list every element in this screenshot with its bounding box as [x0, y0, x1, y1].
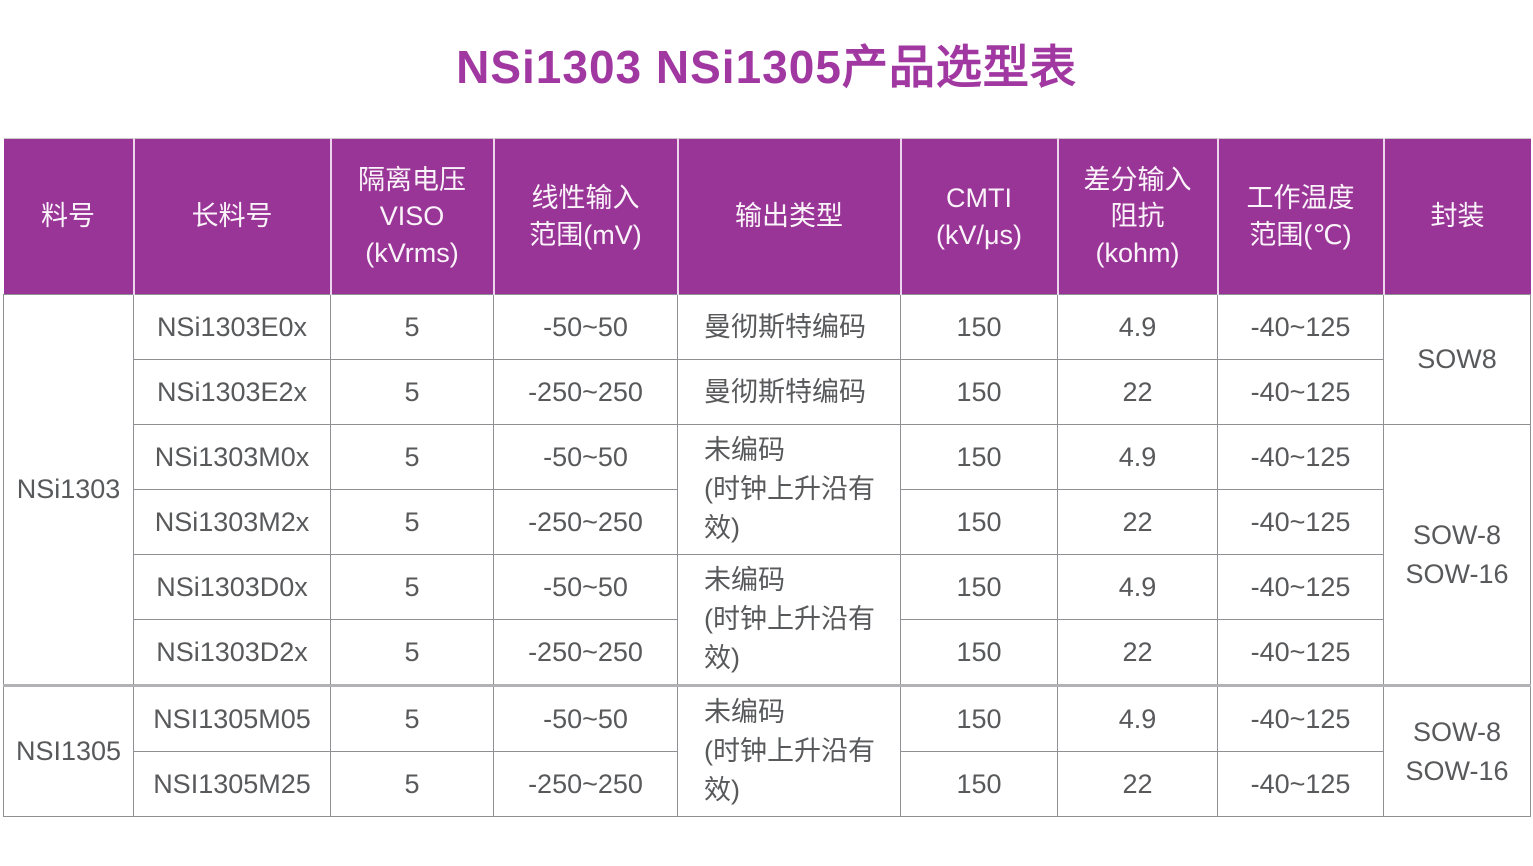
- cell-impedance: 22: [1057, 619, 1218, 687]
- cell-package-sow8-sow16: SOW-8 SOW-16: [1383, 684, 1531, 818]
- header-row: 料号 长料号 隔离电压 VISO (kVrms) 线性输入 范围(mV) 输出类…: [3, 138, 1531, 295]
- cell-viso: 5: [330, 489, 494, 556]
- cell-cmti: 150: [900, 294, 1058, 361]
- cell-viso: 5: [330, 619, 494, 687]
- product-selection-table: 料号 长料号 隔离电压 VISO (kVrms) 线性输入 范围(mV) 输出类…: [3, 138, 1531, 818]
- table-row: NSi1303M2x 5 -250~250 150 22 -40~125: [4, 489, 1531, 556]
- cell-viso: 5: [330, 554, 494, 621]
- col-header-diff-input-impedance: 差分输入 阻抗 (kohm): [1056, 138, 1218, 295]
- cell-temp-range: -40~125: [1217, 751, 1384, 818]
- part-group-nsi1303: NSi1303: [3, 294, 134, 687]
- cell-temp-range: -40~125: [1217, 554, 1384, 621]
- cell-impedance: 4.9: [1057, 424, 1218, 491]
- cell-package-sow8-sow16: SOW-8 SOW-16: [1383, 424, 1531, 687]
- cell-long-part: NSi1303M0x: [133, 424, 331, 491]
- cell-input-range: -250~250: [493, 489, 678, 556]
- cell-input-range: -250~250: [493, 751, 678, 818]
- col-header-operating-temp-range: 工作温度 范围(℃): [1216, 138, 1384, 295]
- table-row: NSI1305M25 5 -250~250 150 22 -40~125: [4, 751, 1531, 818]
- cell-cmti: 150: [900, 554, 1058, 621]
- col-header-isolation-voltage: 隔离电压 VISO (kVrms): [329, 138, 494, 295]
- cell-input-range: -250~250: [493, 359, 678, 426]
- cell-input-range: -50~50: [493, 554, 678, 621]
- col-header-package: 封装: [1382, 138, 1531, 295]
- table-row: NSI1305 NSI1305M05 5 -50~50 未编码 (时钟上升沿有效…: [3, 684, 1531, 818]
- col-header-output-type: 输出类型: [676, 138, 901, 295]
- cell-viso: 5: [330, 751, 494, 818]
- cell-long-part: NSi1303D2x: [133, 619, 331, 687]
- cell-input-range: -250~250: [493, 619, 678, 687]
- col-header-part-number: 料号: [3, 138, 134, 295]
- cell-cmti: 150: [900, 359, 1058, 426]
- part-group-nsi1305: NSI1305: [3, 684, 134, 818]
- cell-impedance: 4.9: [1057, 554, 1218, 621]
- cell-impedance: 4.9: [1057, 294, 1218, 361]
- cell-input-range: -50~50: [493, 424, 678, 491]
- cell-temp-range: -40~125: [1217, 359, 1384, 426]
- cell-cmti: 150: [900, 751, 1058, 818]
- table-row: NSi1303E2x 5 -250~250 曼彻斯特编码 150 22 -40~…: [4, 359, 1531, 426]
- cell-cmti: 150: [900, 684, 1058, 753]
- cell-temp-range: -40~125: [1217, 619, 1384, 687]
- col-header-linear-input-range: 线性输入 范围(mV): [492, 138, 678, 295]
- table-row: NSi1303D2x 5 -250~250 150 22 -40~125: [4, 619, 1531, 687]
- page-title: NSi1303 NSi1305产品选型表: [456, 41, 1077, 93]
- cell-impedance: 22: [1057, 359, 1218, 426]
- cell-output-type-merged: 未编码 (时钟上升沿有效): [677, 684, 901, 818]
- cell-viso: 5: [330, 424, 494, 491]
- cell-viso: 5: [330, 294, 494, 361]
- cell-impedance: 22: [1057, 751, 1218, 818]
- cell-input-range: -50~50: [493, 294, 678, 361]
- cell-long-part: NSi1303M2x: [133, 489, 331, 556]
- cell-temp-range: -40~125: [1217, 294, 1384, 361]
- cell-long-part: NSI1305M25: [133, 751, 331, 818]
- cell-cmti: 150: [900, 619, 1058, 687]
- cell-impedance: 22: [1057, 489, 1218, 556]
- cell-cmti: 150: [900, 489, 1058, 556]
- cell-output-type: 曼彻斯特编码: [677, 294, 901, 361]
- cell-output-type-merged: 未编码 (时钟上升沿有效): [677, 424, 901, 556]
- cell-temp-range: -40~125: [1217, 489, 1384, 556]
- cell-output-type: 曼彻斯特编码: [677, 359, 901, 426]
- table-row: NSi1303D0x 5 -50~50 未编码 (时钟上升沿有效) 150 4.…: [4, 554, 1531, 687]
- cell-viso: 5: [330, 684, 494, 753]
- cell-input-range: -50~50: [493, 684, 678, 753]
- cell-long-part: NSi1303E0x: [133, 294, 331, 361]
- cell-viso: 5: [330, 359, 494, 426]
- cell-long-part: NSi1303E2x: [133, 359, 331, 426]
- table-row: NSi1303 NSi1303E0x 5 -50~50 曼彻斯特编码 150 4…: [3, 294, 1531, 687]
- cell-long-part: NSi1303D0x: [133, 554, 331, 621]
- col-header-cmti: CMTI (kV/μs): [899, 138, 1058, 295]
- cell-output-type-merged: 未编码 (时钟上升沿有效): [677, 554, 901, 687]
- cell-package-sow8: SOW8: [1383, 294, 1531, 426]
- cell-long-part: NSI1305M05: [133, 684, 331, 753]
- col-header-long-part-number: 长料号: [132, 138, 331, 295]
- cell-impedance: 4.9: [1057, 684, 1218, 753]
- table-row: NSi1303M0x 5 -50~50 未编码 (时钟上升沿有效) 150 4.…: [4, 424, 1531, 687]
- cell-temp-range: -40~125: [1217, 424, 1384, 491]
- cell-temp-range: -40~125: [1217, 684, 1384, 753]
- cell-cmti: 150: [900, 424, 1058, 491]
